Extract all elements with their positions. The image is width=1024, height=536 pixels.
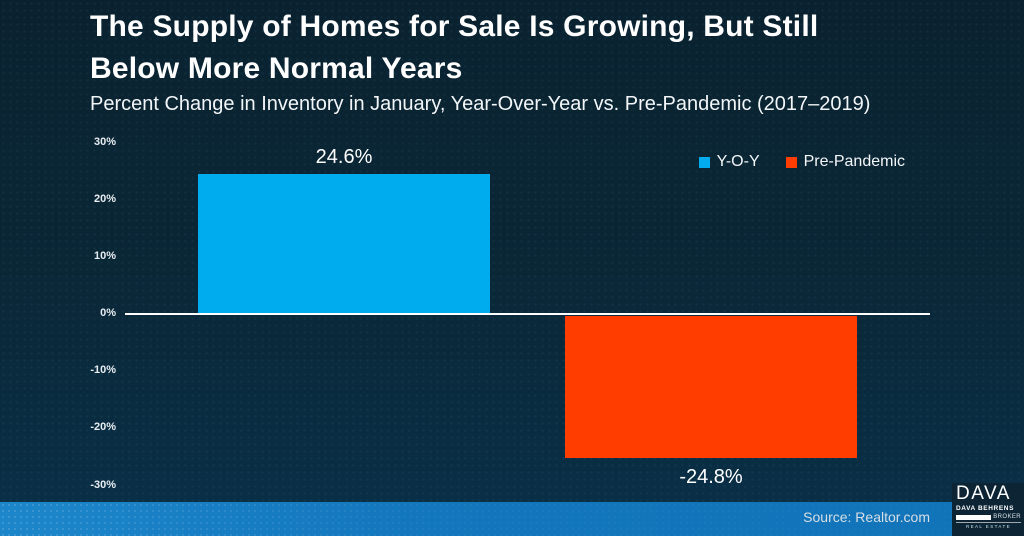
logo-wordmark: DAVA (956, 483, 1011, 504)
value-label-yoy: 24.6% (315, 146, 373, 169)
page-subtitle: Percent Change in Inventory in January, … (90, 93, 871, 115)
legend-label-pre-pandemic: Pre-Pandemic (803, 153, 905, 170)
bar-pre-pandemic (565, 316, 857, 458)
page-title-line-1: The Supply of Homes for Sale Is Growing,… (90, 10, 819, 43)
bar-yoy (198, 174, 490, 315)
legend: Y-O-Y Pre-Pandemic (698, 153, 905, 171)
logo-broker-row: BROKER (956, 514, 1021, 520)
y-axis-tick: -10% (90, 364, 116, 377)
y-axis-tick: 0% (100, 307, 116, 319)
page-title: The Supply of Homes for Sale Is Growing,… (90, 6, 818, 90)
legend-swatch-yoy-icon (698, 156, 710, 168)
logo-broker-label: BROKER (993, 514, 1021, 520)
y-axis-tick: 20% (93, 192, 116, 205)
y-axis-tick: 10% (93, 249, 116, 262)
y-axis-tick: -20% (90, 421, 116, 434)
logo-broker-bar (956, 514, 992, 520)
logo-agent-name: DAVA BEHRENS (956, 505, 1015, 512)
footer-band (0, 502, 1024, 536)
zero-axis-line (125, 313, 930, 315)
legend-item-yoy: Y-O-Y (698, 153, 760, 171)
legend-item-pre-pandemic: Pre-Pandemic (785, 153, 905, 171)
source-text: Source: Realtor.com (803, 509, 930, 525)
page-title-line-2: Below More Normal Years (90, 52, 463, 85)
logo-tagline: REAL ESTATE (956, 522, 1021, 529)
value-label-pre-pandemic: -24.8% (679, 465, 743, 488)
y-axis-tick: 30% (93, 135, 116, 148)
y-axis-tick: -30% (90, 478, 116, 491)
dava-logo: DAVA DAVA BEHRENS BROKER REAL ESTATE (952, 483, 1024, 536)
legend-swatch-pre-pandemic-icon (785, 156, 797, 168)
legend-label-yoy: Y-O-Y (716, 153, 760, 170)
